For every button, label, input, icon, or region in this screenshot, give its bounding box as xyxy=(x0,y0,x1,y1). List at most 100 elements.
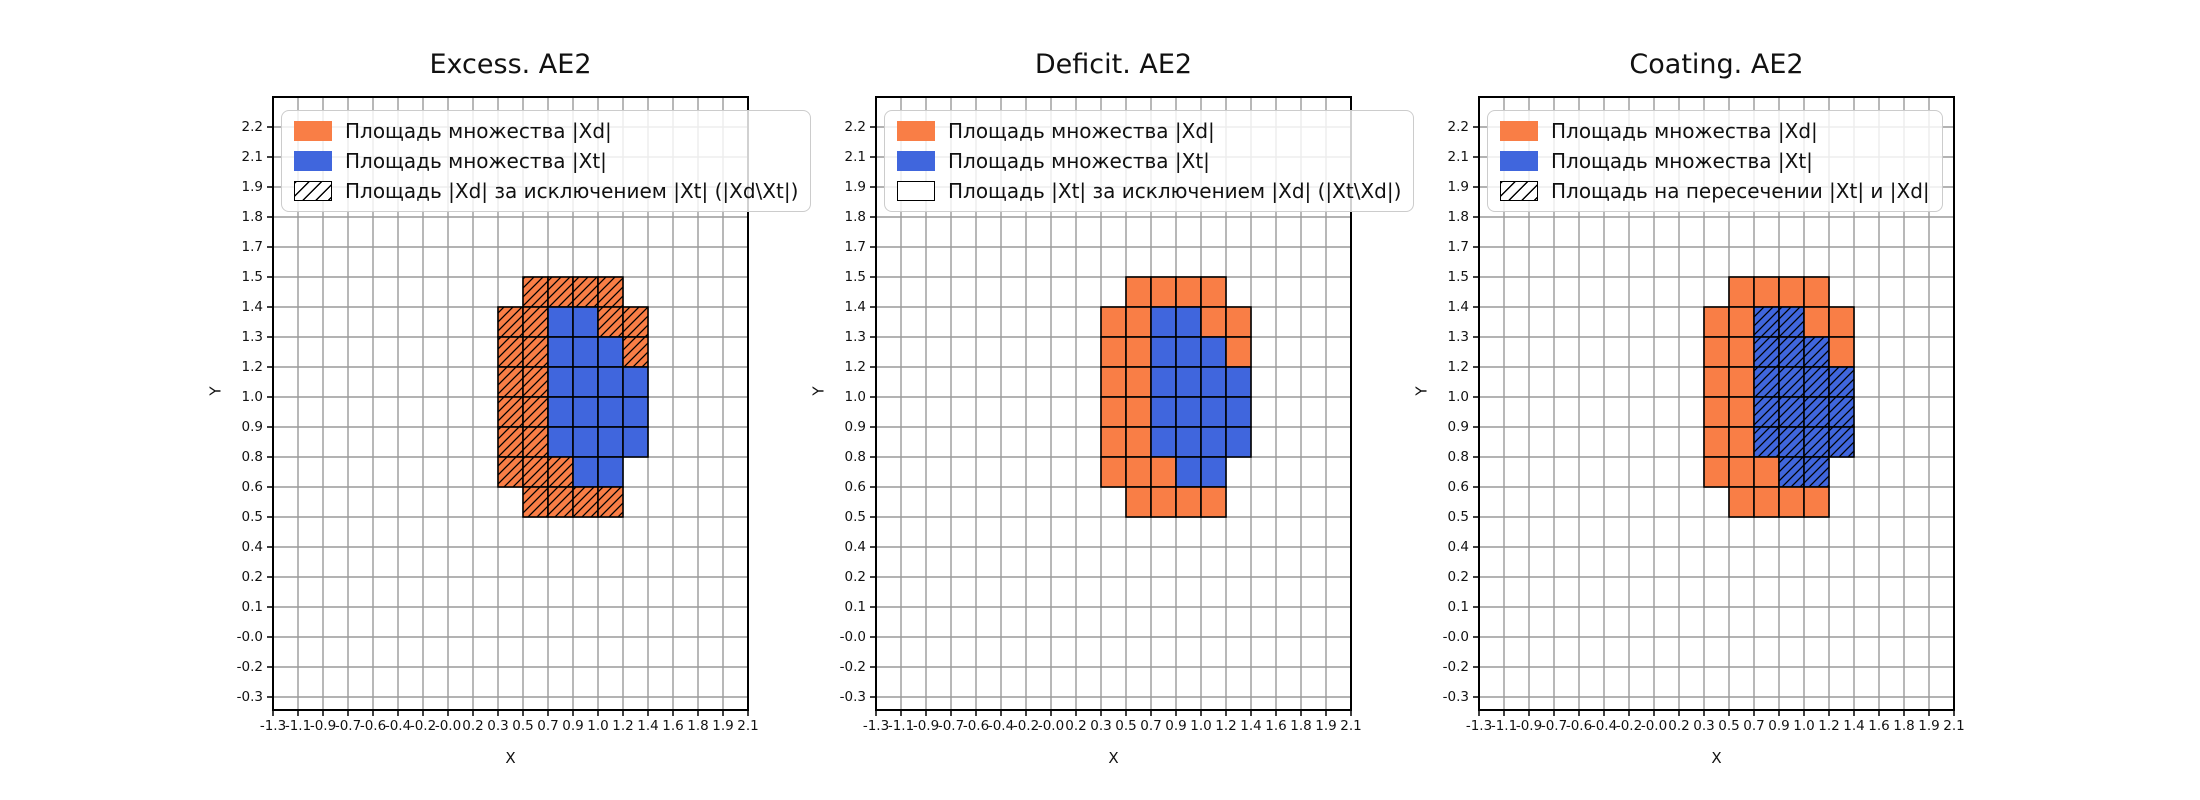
hatched-cell-overlay xyxy=(498,397,523,427)
xt-cell xyxy=(572,306,599,338)
legend-label: Площадь множества |Xt| xyxy=(948,149,1210,173)
x-tick-label: -0.7 xyxy=(1540,718,1568,734)
xt-cell xyxy=(547,396,574,428)
x-tick-label: -1.1 xyxy=(887,718,915,734)
y-tick-label: 0.1 xyxy=(844,599,866,615)
xd-cell xyxy=(1175,486,1202,518)
xt-cell xyxy=(1200,336,1227,368)
plot-title: Excess. AE2 xyxy=(429,49,592,80)
hatched-cell-overlay xyxy=(498,367,523,397)
y-tick-label: 1.0 xyxy=(844,389,866,405)
xt-cell xyxy=(597,336,624,368)
tick-marks xyxy=(1473,126,1955,716)
x-tick-label: 1.2 xyxy=(612,718,634,734)
xd-cell xyxy=(1703,456,1730,488)
xd-cell xyxy=(1100,426,1127,458)
hatched-cell-overlay xyxy=(1779,397,1804,427)
xd-cell xyxy=(1200,306,1227,338)
xd-cell xyxy=(1125,306,1152,338)
xt-cell xyxy=(597,396,624,428)
xt-cell xyxy=(1225,366,1252,398)
y-tick-label: -0.0 xyxy=(839,629,866,645)
hatched-cell-overlay xyxy=(598,277,623,307)
y-tick-label: 2.2 xyxy=(1447,119,1469,135)
hatched-cell-overlay xyxy=(523,307,548,337)
plot-title: Deficit. AE2 xyxy=(1034,49,1193,80)
xt-cell xyxy=(572,426,599,458)
x-tick-label: -0.9 xyxy=(1515,718,1543,734)
legend-label: Площадь множества |Xd| xyxy=(1551,119,1818,143)
hatched-cell-overlay xyxy=(1779,337,1804,367)
legend-row: Площадь множества |Xt| xyxy=(1500,146,1930,176)
xd-cell xyxy=(1728,456,1755,488)
xt-cell xyxy=(572,336,599,368)
xd-cell xyxy=(1703,396,1730,428)
subplot-coating: Coating. AE2 2.2 2.1 1.9 1.8 1.7 1.5 1.4 1.3 1.2 1… xyxy=(1413,49,1965,767)
xt-cell xyxy=(572,456,599,488)
xt-cell xyxy=(1175,456,1202,488)
plot-grid xyxy=(1473,96,1955,716)
y-tick-label: 1.0 xyxy=(1447,389,1469,405)
hatched-cell-overlay xyxy=(1779,367,1804,397)
xt-cell xyxy=(1200,396,1227,428)
hatched-cell-overlay xyxy=(548,457,573,487)
xd-cell xyxy=(1703,306,1730,338)
xd-cell xyxy=(1125,276,1152,308)
y-tick-label: 1.0 xyxy=(241,389,263,405)
xd-cell xyxy=(1150,456,1177,488)
xd-cell xyxy=(1125,426,1152,458)
legend: Площадь множества |Xd| Площадь множества … xyxy=(281,110,812,212)
y-tick-label: 2.1 xyxy=(241,149,263,165)
x-tick-label: -0.6 xyxy=(359,718,387,734)
y-tick-label: 2.2 xyxy=(241,119,263,135)
x-tick-label: 0.5 xyxy=(512,718,534,734)
y-tick-label: 0.2 xyxy=(1447,569,1469,585)
y-tick-label: 0.2 xyxy=(844,569,866,585)
hatched-cell-overlay xyxy=(1754,367,1779,397)
x-tick-label: 0.2 xyxy=(1668,718,1690,734)
legend-label: Площадь на пересечении |Xt| и |Xd| xyxy=(1551,179,1930,203)
x-tick-label: 1.9 xyxy=(1315,718,1337,734)
y-tick-label: 1.5 xyxy=(844,269,866,285)
xd-cell xyxy=(1703,366,1730,398)
xd-cell xyxy=(1778,486,1805,518)
y-tick-label: 2.2 xyxy=(844,119,866,135)
xt-cell xyxy=(1175,336,1202,368)
xd-cell xyxy=(1125,366,1152,398)
xd-cell xyxy=(1125,336,1152,368)
x-tick-label: -1.3 xyxy=(862,718,890,734)
hatched-cell-overlay xyxy=(598,487,623,517)
x-tick-label: 0.7 xyxy=(537,718,559,734)
x-tick-label: -0.4 xyxy=(1590,718,1618,734)
xd-cell xyxy=(1100,396,1127,428)
x-tick-label: 0.3 xyxy=(1693,718,1715,734)
xd-cell xyxy=(1778,276,1805,308)
x-tick-label: 1.6 xyxy=(1868,718,1890,734)
x-tick-label: 2.1 xyxy=(737,718,759,734)
x-tick-label: -1.1 xyxy=(1490,718,1518,734)
xt-cell xyxy=(1200,426,1227,458)
xd-cell xyxy=(1100,366,1127,398)
x-tick-label: 1.2 xyxy=(1818,718,1840,734)
x-tick-label: -0.9 xyxy=(912,718,940,734)
xd-cell xyxy=(1200,276,1227,308)
hatched-cell-overlay xyxy=(523,427,548,457)
x-tick-label: 1.8 xyxy=(687,718,709,734)
x-tick-label: 1.4 xyxy=(1843,718,1865,734)
xt-cell xyxy=(1225,426,1252,458)
xt-cell xyxy=(1200,366,1227,398)
y-tick-label: 1.2 xyxy=(844,359,866,375)
xd-cell xyxy=(1828,306,1855,338)
y-tick-label: 1.5 xyxy=(1447,269,1469,285)
legend: Площадь множества |Xd| Площадь множества … xyxy=(1487,110,1943,212)
hatched-cell-overlay xyxy=(1829,367,1854,397)
x-tick-label: -0.6 xyxy=(1565,718,1593,734)
hatched-cell-overlay xyxy=(498,337,523,367)
hatched-cell-overlay xyxy=(573,487,598,517)
y-tick-label: 0.5 xyxy=(844,509,866,525)
xd-cell xyxy=(1100,456,1127,488)
x-tick-label: 0.5 xyxy=(1115,718,1137,734)
y-tick-label: 1.2 xyxy=(241,359,263,375)
x-tick-label: 0.9 xyxy=(1768,718,1790,734)
x-tick-label: -0.2 xyxy=(1012,718,1040,734)
